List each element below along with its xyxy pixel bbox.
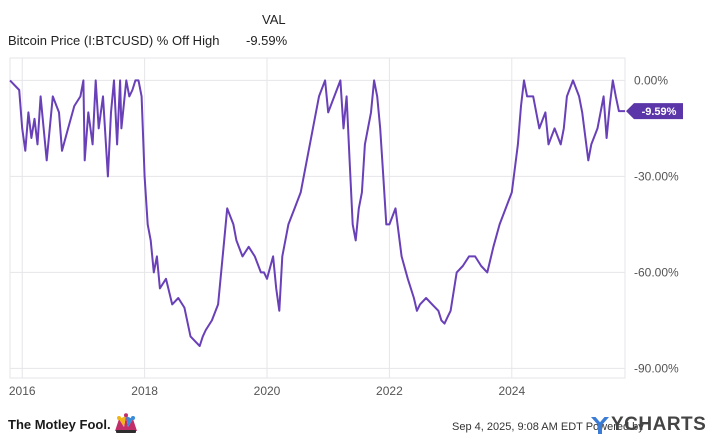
x-tick-label: 2020 [254,384,281,398]
series-line[interactable] [9,79,625,347]
y-axis: 0.00% -30.00% -60.00% -90.00% [634,73,679,375]
motley-fool-wordmark: The Motley Fool. [8,416,111,432]
y-tick-label: -90.00% [634,361,679,375]
x-axis: 2016 2018 2020 2022 2024 [9,384,526,398]
footer-timestamp: Sep 4, 2025, 9:08 AM EDT Powered by [452,421,644,433]
x-tick-label: 2016 [9,384,36,398]
motley-fool-logo[interactable]: The Motley Fool. [8,412,139,436]
line-chart: 2016 2018 2020 2022 2024 0.00% -30.00% -60.00%… [9,57,683,398]
y-tick-label: -30.00% [634,169,679,183]
legend-series-name[interactable]: Bitcoin Price (I:BTCUSD) % Off High [8,33,220,48]
ycharts-wordmark: YCHARTS [611,414,707,435]
x-tick-label: 2022 [376,384,403,398]
y-tick-label: -60.00% [634,265,679,279]
chart-footer: The Motley Fool. Sep 4, 2025, 9:08 AM ED… [0,404,720,441]
end-value-badge: -9.59% [626,103,683,120]
y-tick-label: 0.00% [634,73,668,87]
ycharts-logo[interactable]: YCHARTS [590,414,706,436]
ycharts-y-icon [591,417,609,434]
plot-area [9,57,626,379]
jester-cap-icon [114,413,137,433]
x-tick-label: 2018 [131,384,158,398]
x-tick-label: 2024 [498,384,525,398]
legend-series-value: -9.59% [246,33,288,48]
chart-legend: VAL Bitcoin Price (I:BTCUSD) % Off High … [0,0,720,56]
chart-grid [9,57,626,379]
legend-column-header: VAL [262,12,286,27]
end-badge-label: -9.59% [642,106,677,118]
end-badge-shape [626,103,683,120]
